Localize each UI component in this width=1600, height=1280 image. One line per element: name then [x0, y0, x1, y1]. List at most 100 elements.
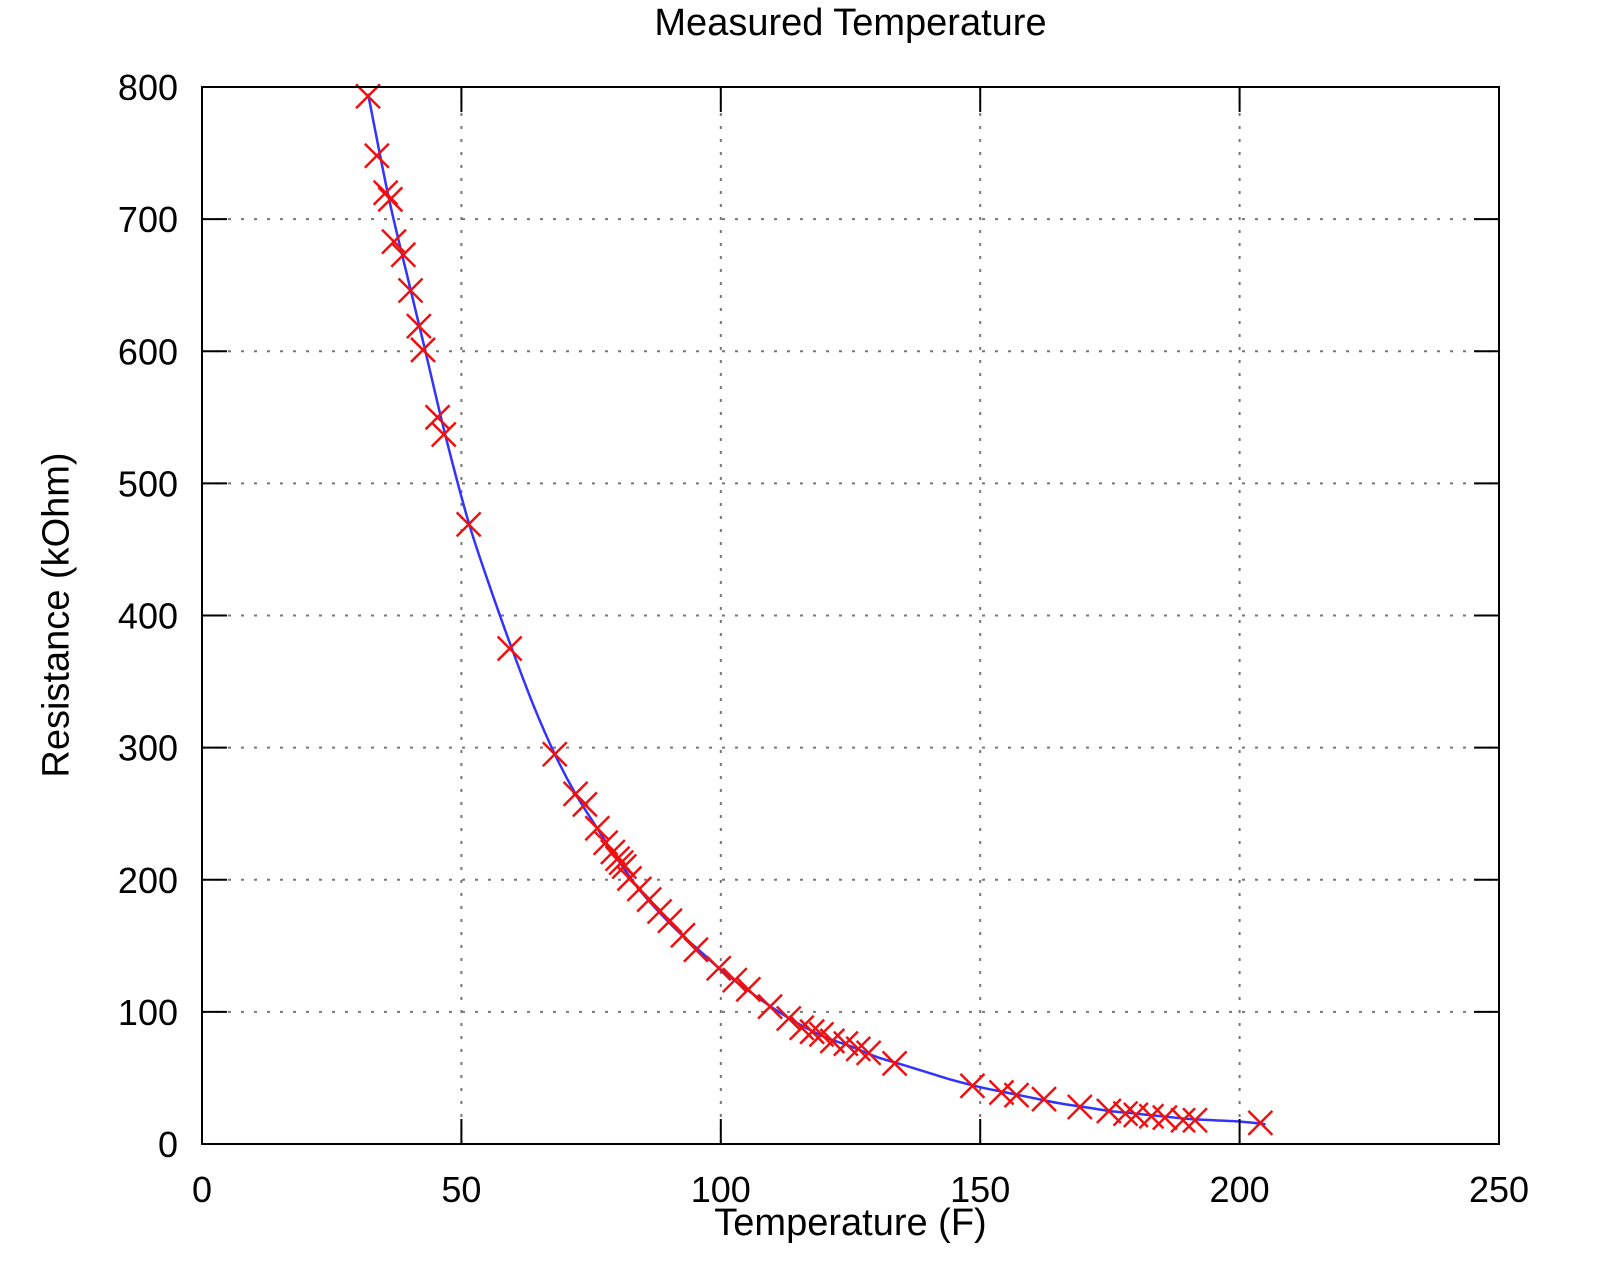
- data-point-marker: [455, 511, 482, 538]
- data-point-marker: [600, 839, 626, 865]
- x-marker-stroke: [881, 1050, 908, 1077]
- x-marker-stroke: [959, 1072, 986, 1099]
- data-point-marker: [788, 1014, 815, 1041]
- x-marker-stroke: [571, 791, 598, 818]
- x-tick-label: 150: [950, 1169, 1010, 1210]
- fit-line: [366, 93, 1266, 1126]
- x-marker-stroke: [735, 976, 762, 1003]
- data-point-marker: [584, 815, 611, 842]
- data-point-marker: [397, 277, 424, 304]
- x-marker-stroke: [377, 186, 404, 213]
- data-point-marker: [775, 1005, 802, 1032]
- x-marker-stroke: [405, 313, 432, 340]
- x-marker-stroke: [1031, 1086, 1057, 1112]
- x-tick-label: 50: [441, 1169, 481, 1210]
- x-marker-stroke: [775, 1005, 802, 1032]
- x-marker-stroke: [1182, 1107, 1208, 1134]
- x-marker-stroke: [584, 815, 611, 842]
- x-marker-stroke: [1003, 1082, 1030, 1108]
- x-marker-stroke: [799, 1018, 825, 1045]
- data-point-marker: [757, 993, 783, 1020]
- x-marker-stroke: [430, 421, 457, 448]
- x-marker-stroke: [355, 83, 381, 110]
- data-point-marker: [410, 337, 436, 363]
- x-marker-stroke: [455, 511, 482, 538]
- x-marker-stroke: [988, 1079, 1015, 1106]
- data-point-marker: [405, 313, 432, 340]
- x-marker-stroke: [496, 635, 523, 662]
- data-point-marker: [1182, 1107, 1208, 1134]
- x-marker-stroke: [788, 1014, 815, 1041]
- data-point-marker: [381, 228, 407, 255]
- x-marker-stroke: [381, 228, 407, 255]
- x-marker-stroke: [757, 993, 783, 1020]
- data-point-marker: [735, 976, 762, 1003]
- data-point-marker: [430, 421, 457, 448]
- x-marker-stroke: [683, 936, 709, 963]
- x-tick-label: 0: [192, 1169, 212, 1210]
- y-tick-label: 600: [118, 331, 178, 372]
- x-marker-stroke: [819, 1028, 846, 1054]
- data-point-marker: [1003, 1082, 1030, 1108]
- data-point-marker: [705, 955, 732, 982]
- data-point-marker: [355, 83, 381, 110]
- data-point-marker: [424, 404, 451, 431]
- x-marker-stroke: [611, 853, 638, 880]
- x-marker-stroke: [424, 404, 451, 431]
- x-marker-stroke: [390, 241, 417, 268]
- x-marker-stroke: [1112, 1100, 1139, 1127]
- x-marker-stroke: [657, 907, 683, 934]
- data-point-marker: [1112, 1100, 1139, 1127]
- x-marker-stroke: [363, 142, 390, 169]
- y-tick-label: 300: [118, 728, 178, 769]
- x-axis-label: Temperature (F): [714, 1202, 987, 1244]
- data-point-marker: [1031, 1086, 1057, 1112]
- x-marker-stroke: [1170, 1107, 1196, 1134]
- data-point-marker: [799, 1018, 825, 1045]
- data-point-marker: [390, 241, 417, 268]
- y-tick-label: 800: [118, 67, 178, 108]
- x-marker-stroke: [600, 839, 626, 865]
- data-point-marker: [1170, 1107, 1196, 1134]
- x-marker-stroke: [410, 337, 436, 363]
- y-tick-label: 500: [118, 463, 178, 504]
- x-marker-stroke: [1138, 1103, 1165, 1130]
- data-point-marker: [372, 179, 399, 206]
- data-point-marker: [496, 635, 523, 662]
- data-point-marker: [571, 791, 598, 818]
- y-tick-label: 0: [158, 1124, 178, 1165]
- x-marker-stroke: [1247, 1109, 1274, 1136]
- data-point-marker: [855, 1039, 882, 1066]
- x-marker-stroke: [832, 1030, 859, 1057]
- x-marker-stroke: [721, 967, 748, 994]
- x-marker-stroke: [845, 1035, 872, 1062]
- x-tick-label: 100: [691, 1169, 751, 1210]
- x-marker-stroke: [705, 955, 732, 982]
- x-tick-label: 250: [1469, 1169, 1529, 1210]
- x-marker-stroke: [855, 1039, 882, 1066]
- x-tick-label: 200: [1210, 1169, 1270, 1210]
- data-point-marker: [363, 142, 390, 169]
- data-point-marker: [1066, 1094, 1093, 1120]
- x-marker-stroke: [670, 922, 696, 949]
- x-marker-stroke: [1095, 1098, 1122, 1124]
- data-point-marker: [881, 1050, 908, 1077]
- y-tick-label: 100: [118, 992, 178, 1033]
- data-point-marker: [959, 1072, 986, 1099]
- data-point-marker: [1247, 1109, 1274, 1136]
- data-point-marker: [541, 741, 568, 768]
- chart-title: Measured Temperature: [654, 2, 1047, 44]
- x-marker-stroke: [372, 179, 399, 206]
- data-point-marker: [721, 967, 748, 994]
- data-point-marker: [377, 186, 404, 213]
- x-marker-stroke: [808, 1021, 835, 1048]
- y-tick-label: 400: [118, 596, 178, 637]
- x-marker-stroke: [592, 829, 619, 856]
- data-point-marker: [1095, 1098, 1122, 1124]
- x-marker-stroke: [397, 277, 424, 304]
- x-marker-stroke: [1066, 1094, 1093, 1120]
- y-tick-label: 700: [118, 199, 178, 240]
- data-point-marker: [683, 936, 709, 963]
